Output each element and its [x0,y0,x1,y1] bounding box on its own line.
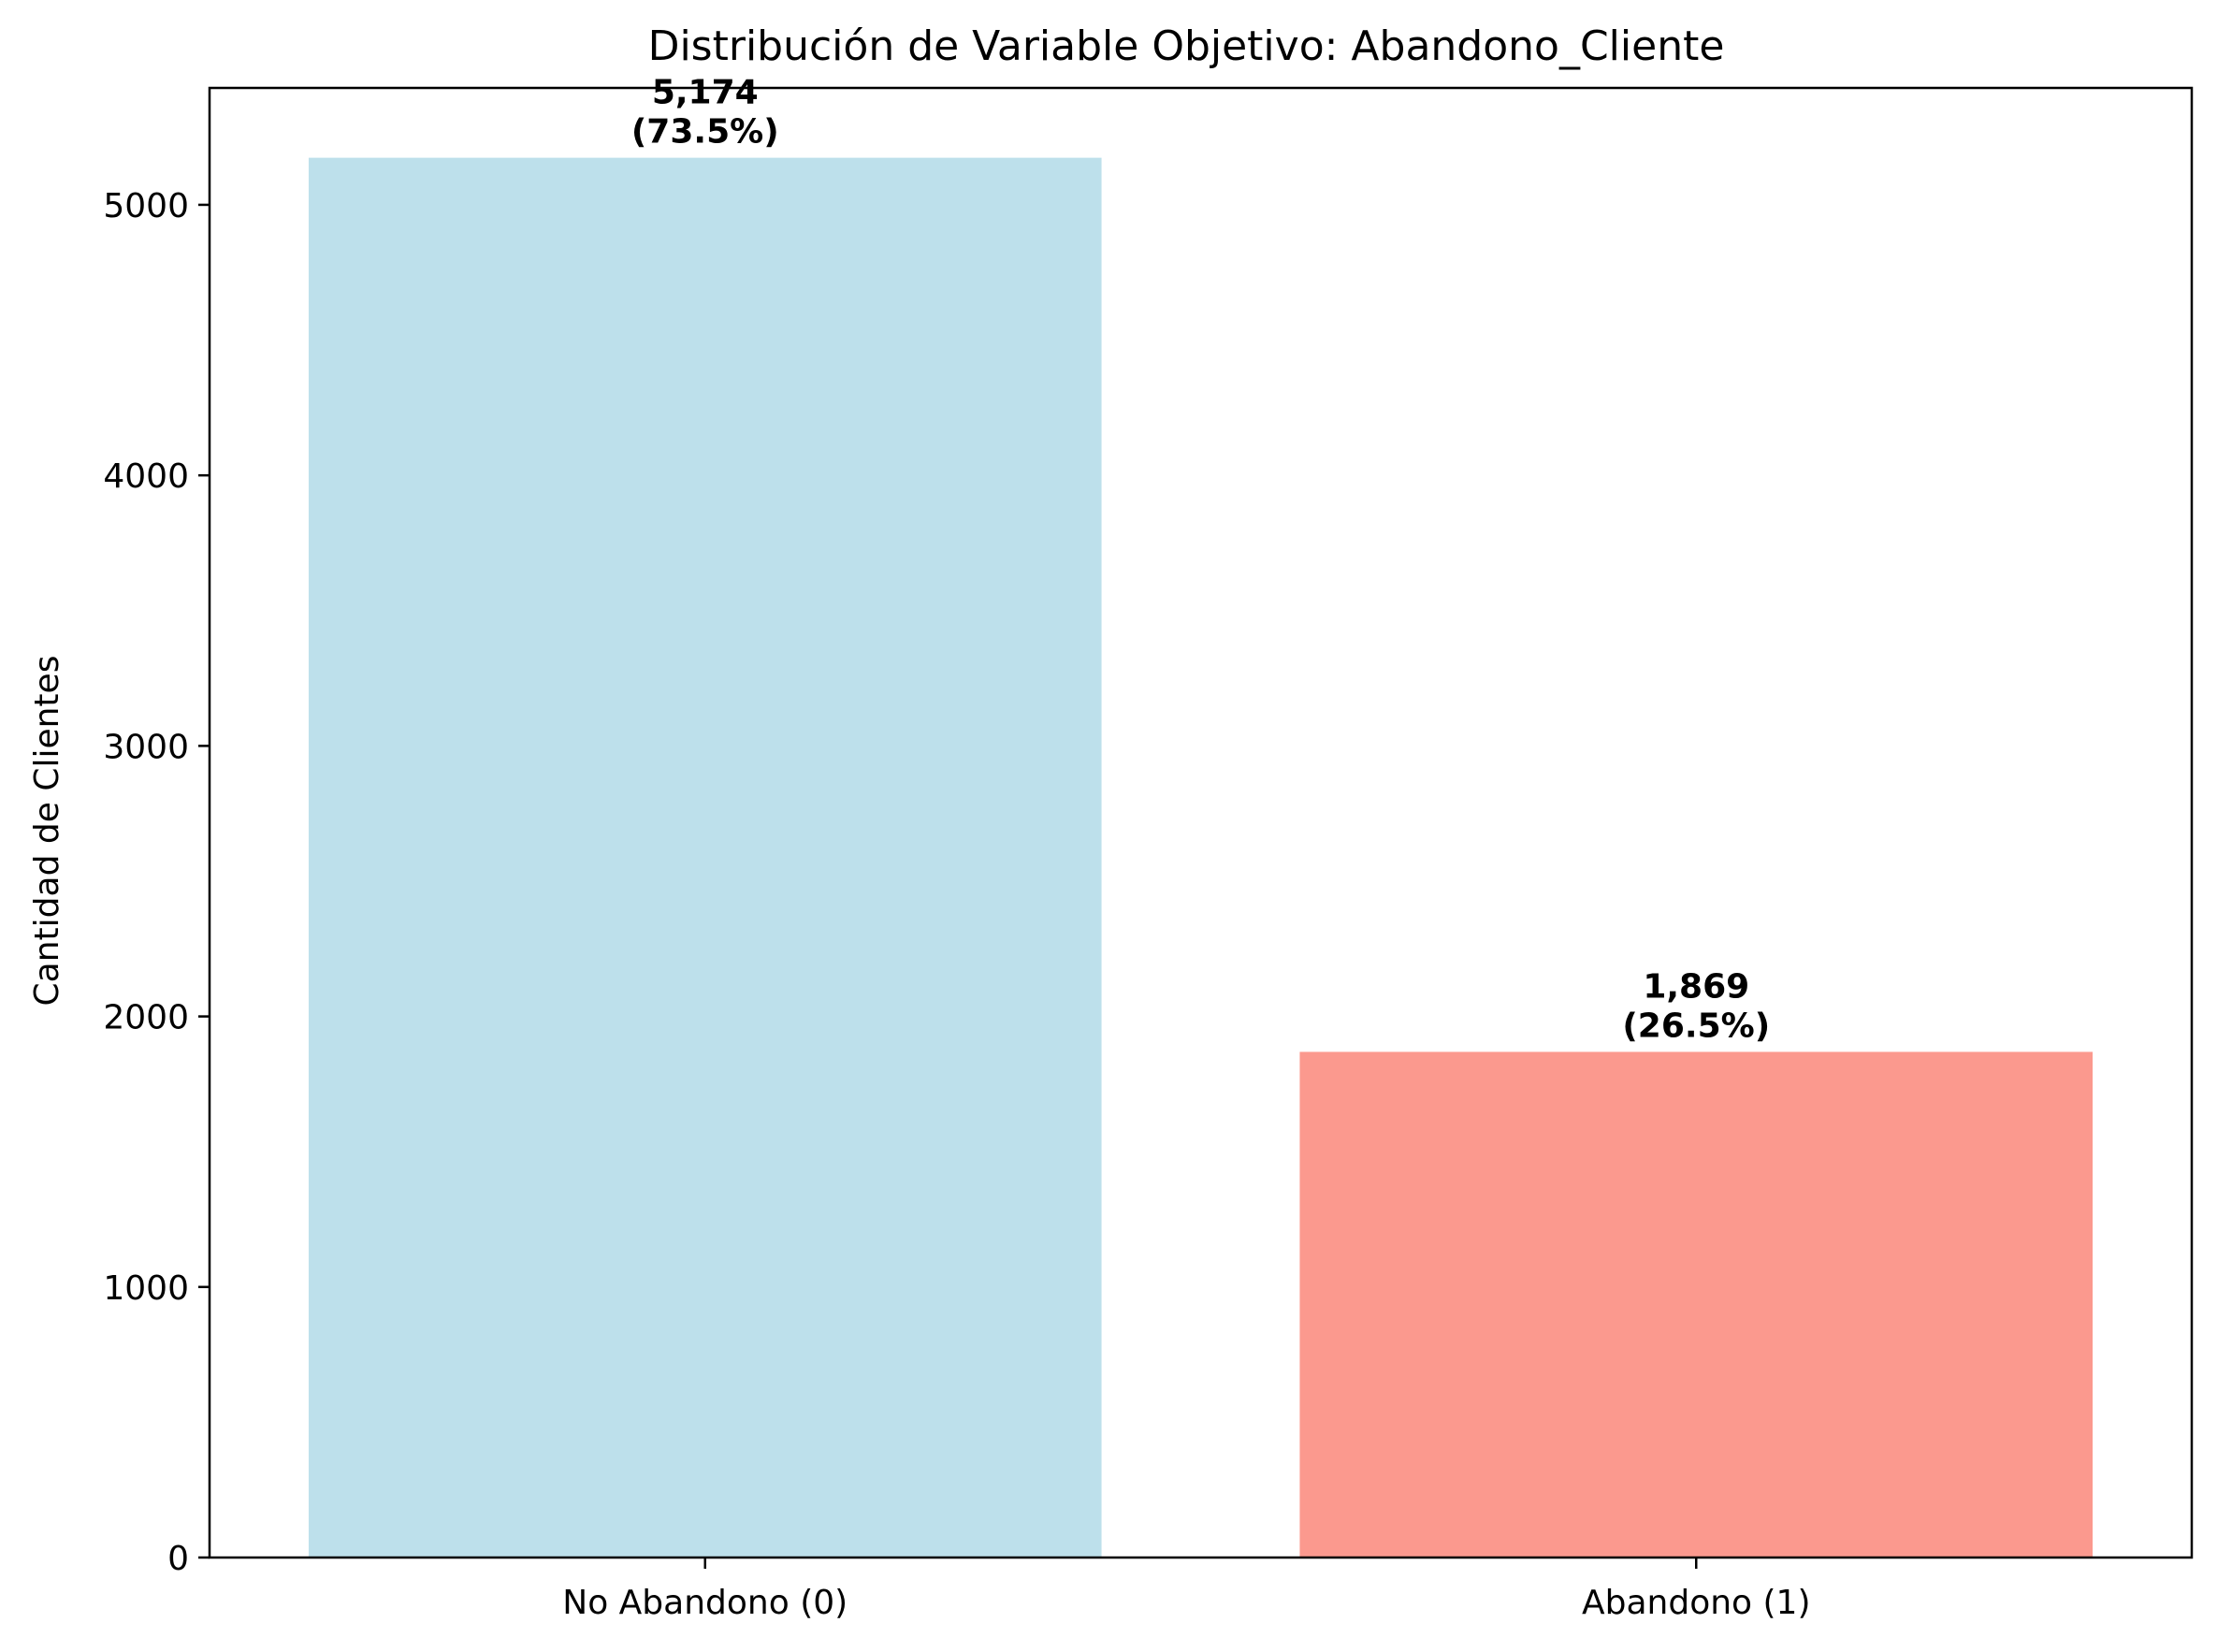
bar-count-label-0: 5,174 [652,74,759,112]
y-tick-label-0: 0 [167,1540,189,1578]
x-tick-label-1: Abandono (1) [1582,1584,1811,1622]
y-axis-label: Cantidad de Clientes [28,656,66,1007]
bars-group [308,157,2094,1558]
x-axis-ticks: No Abandono (0) Abandono (1) [562,1558,1811,1622]
y-tick-label-2: 2000 [103,999,189,1037]
y-tick-label-3: 3000 [103,728,189,766]
bar-percent-label-0: (73.5%) [631,113,779,152]
x-tick-label-0: No Abandono (0) [562,1584,848,1622]
chart-title: Distribución de Variable Objetivo: Aband… [648,22,1725,70]
bar-count-label-1: 1,869 [1643,967,1749,1006]
bar-1 [1299,1051,2094,1558]
bar-0 [308,157,1102,1558]
y-tick-label-5: 5000 [103,187,189,225]
bar-percent-label-1: (26.5%) [1622,1007,1770,1045]
bar-labels-group: 5,174(73.5%) 1,869(26.5%) [631,74,1770,1046]
y-tick-label-1: 1000 [103,1269,189,1308]
plot-area-frame [208,86,2194,1559]
y-tick-label-4: 4000 [103,457,189,496]
y-axis-ticks: 0 1000 2000 3000 4000 5000 [103,187,210,1578]
